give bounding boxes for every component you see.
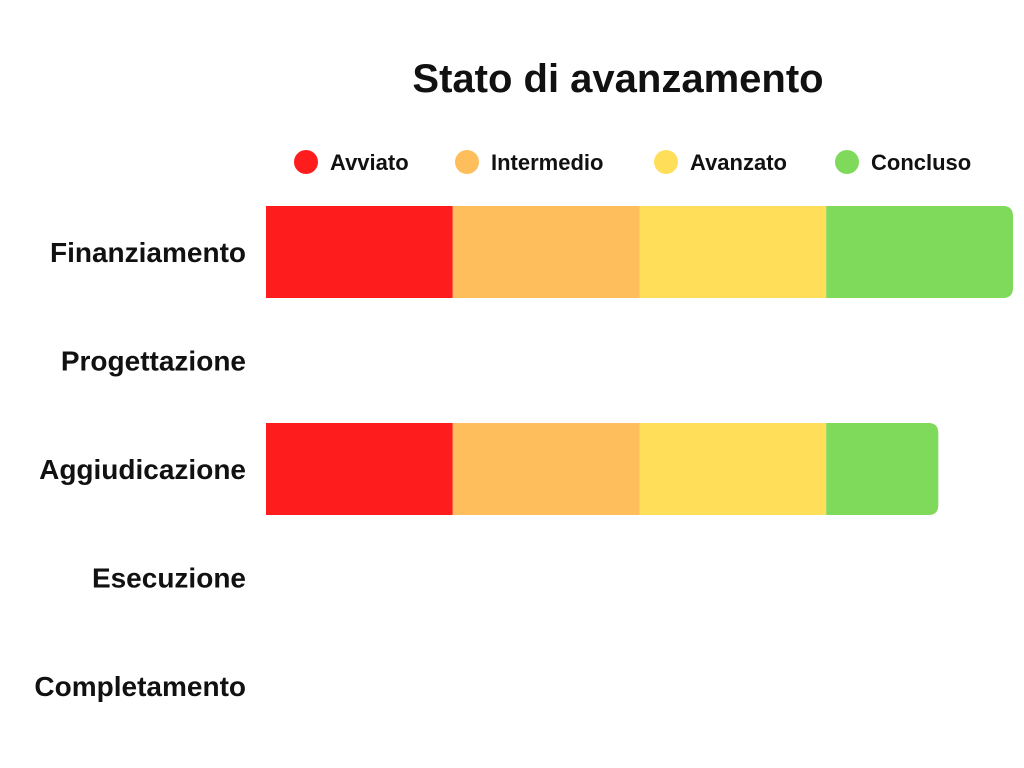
legend-item: Avanzato: [654, 150, 787, 175]
legend-item: Intermedio: [455, 150, 603, 175]
bar-segment: [266, 423, 453, 515]
category-axis: Finanziamento Progettazione Aggiudicazione…: [34, 237, 246, 702]
bar-segment: [639, 206, 827, 298]
bar-segment: [639, 423, 827, 515]
bar-segment: [452, 423, 640, 515]
category-label: Aggiudicazione: [39, 454, 246, 485]
legend-label: Intermedio: [491, 150, 603, 175]
bar-segment: [826, 423, 939, 515]
legend-swatch: [294, 150, 318, 174]
legend-label: Avviato: [330, 150, 409, 175]
bar-segment: [826, 206, 1013, 298]
legend-swatch: [835, 150, 859, 174]
category-label: Esecuzione: [92, 563, 246, 594]
bars: [266, 206, 1013, 515]
bar-segment: [266, 206, 453, 298]
category-label: Completamento: [34, 671, 246, 702]
legend-item: Avviato: [294, 150, 409, 175]
legend-swatch: [654, 150, 678, 174]
legend-item: Concluso: [835, 150, 971, 175]
category-label: Finanziamento: [50, 237, 246, 268]
chart-title: Stato di avanzamento: [412, 57, 823, 101]
legend-label: Concluso: [871, 150, 971, 175]
bar-segment: [452, 206, 640, 298]
category-label: Progettazione: [61, 346, 246, 377]
legend: Avviato Intermedio Avanzato Concluso: [294, 150, 971, 175]
legend-label: Avanzato: [690, 150, 787, 175]
legend-swatch: [455, 150, 479, 174]
